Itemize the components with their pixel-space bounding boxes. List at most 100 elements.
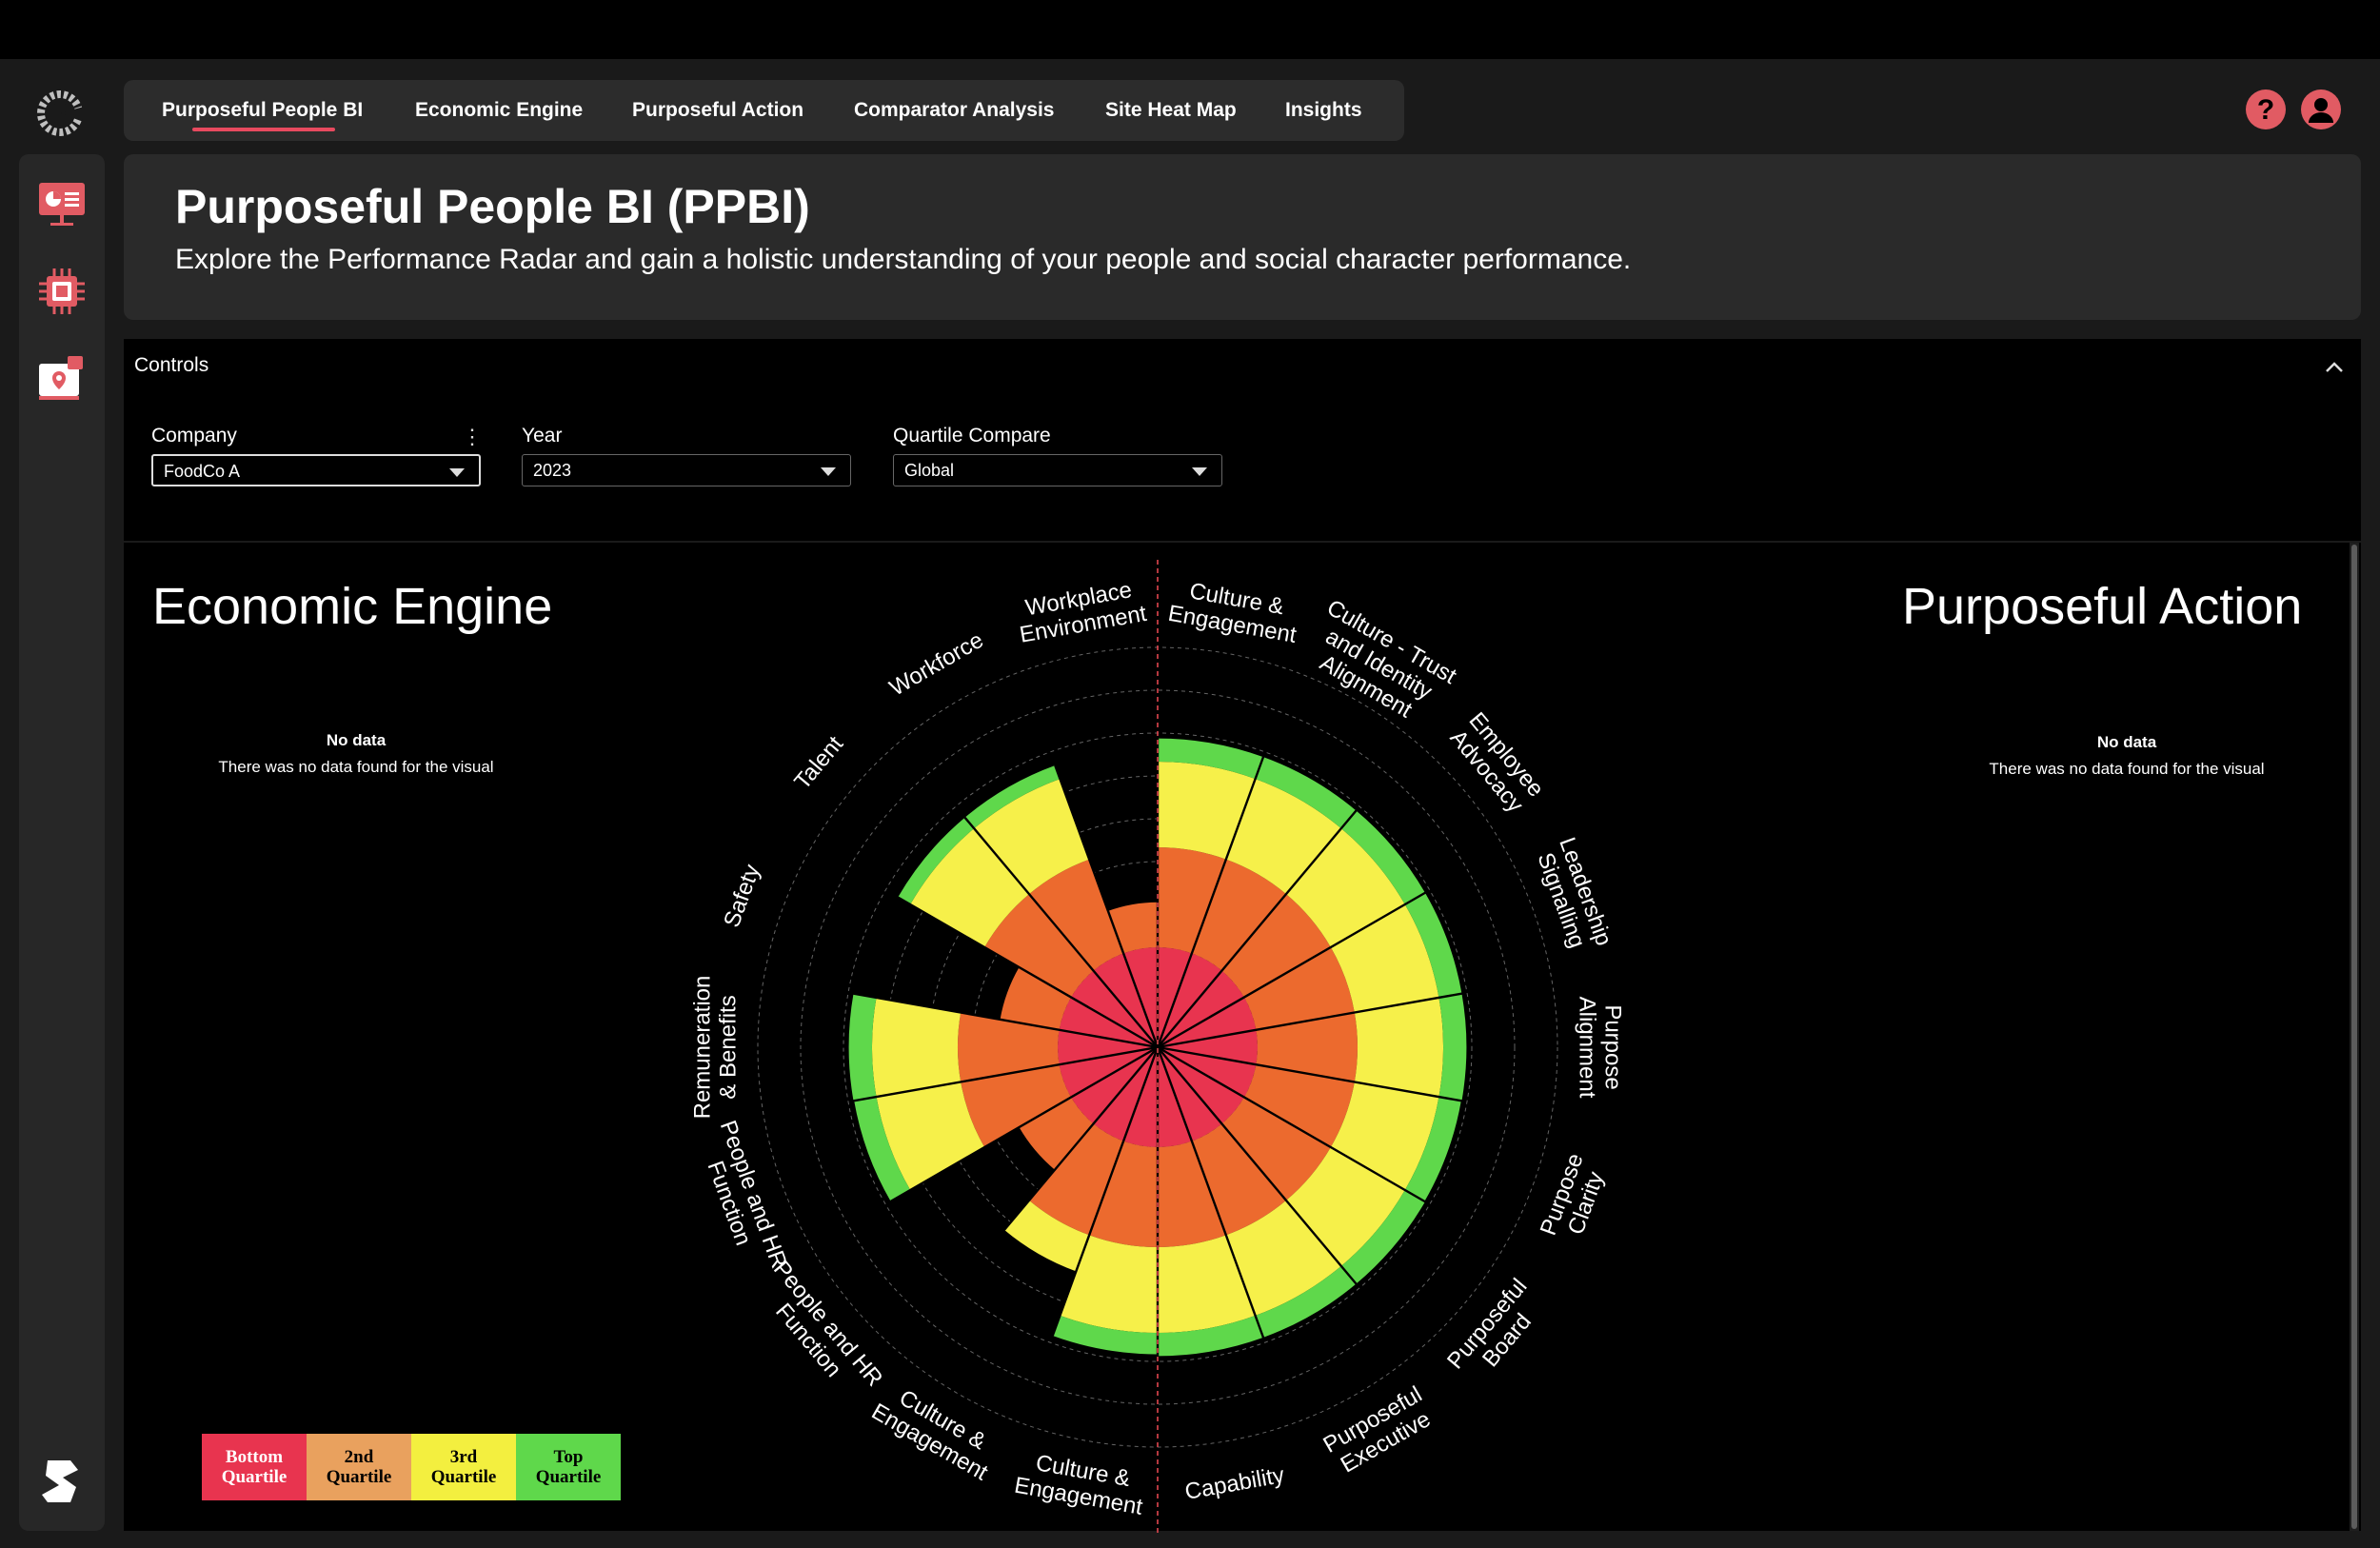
radar-bar-segment bbox=[876, 1082, 985, 1190]
radar-sector-divider bbox=[1156, 756, 1265, 1048]
radar-bar-segment bbox=[1029, 859, 1124, 971]
radar-bar-outline bbox=[847, 993, 854, 1101]
radar-axis-label: Talent bbox=[789, 731, 848, 795]
radar-axis-label: PurposefulExecutive bbox=[1319, 1381, 1439, 1480]
company-select[interactable]: FoodCo A bbox=[151, 454, 481, 486]
tab-purposeful-action[interactable]: Purposeful Action bbox=[632, 99, 804, 121]
help-icon[interactable]: ? bbox=[2246, 89, 2286, 129]
sidebar bbox=[19, 154, 105, 1531]
radar-sector-divider bbox=[1157, 1045, 1427, 1203]
legend-bottom-quartile: Bottom Quartile bbox=[202, 1434, 307, 1500]
svg-text:?: ? bbox=[2257, 94, 2274, 126]
performance-radar-chart: Culture &Engagement Culture - Trustand Id… bbox=[690, 560, 1626, 1533]
more-options-icon[interactable]: ⋮ bbox=[462, 425, 483, 448]
radar-bar-segment bbox=[1255, 756, 1357, 829]
radar-axis-label-line: Safety bbox=[719, 862, 765, 931]
radar-bar-segment bbox=[1158, 970, 1244, 1047]
radar-axis-label-line: Alignment bbox=[1575, 997, 1600, 1099]
radar-bar-outline bbox=[1461, 993, 1468, 1101]
brand-s-icon[interactable] bbox=[38, 1455, 86, 1508]
radar-bar-segment bbox=[1093, 1047, 1158, 1141]
radar-sector-divider bbox=[852, 1045, 1159, 1102]
radar-bar-segment bbox=[1354, 997, 1443, 1098]
radar-grid-ring bbox=[800, 689, 1516, 1405]
tab-purposeful-people-bi[interactable]: Purposeful People BI bbox=[162, 99, 364, 121]
header-card: Purposeful People BI (PPBI) Explore the … bbox=[124, 154, 2361, 320]
tab-site-heat-map[interactable]: Site Heat Map bbox=[1105, 99, 1237, 121]
purposeful-action-no-data: No data There was no data found for the … bbox=[1936, 729, 2317, 783]
year-label: Year bbox=[522, 425, 563, 447]
radar-bar-segment bbox=[1107, 902, 1158, 954]
radar-bar-segment bbox=[1071, 970, 1158, 1047]
radar-sector-divider bbox=[1157, 809, 1358, 1048]
radar-sector-divider bbox=[963, 816, 1159, 1048]
radar-sector-divider bbox=[852, 992, 1159, 1049]
radar-bar-segment bbox=[1058, 1029, 1158, 1065]
radar-bar-segment bbox=[1089, 1141, 1158, 1247]
no-data-title: No data bbox=[326, 731, 387, 749]
legend-label-line1: Top bbox=[553, 1447, 584, 1467]
radar-axis-label-line: Remuneration bbox=[690, 976, 716, 1120]
radar-sector-divider bbox=[1051, 1046, 1160, 1337]
quartile-legend: Bottom Quartile 2nd Quartile 3rd Quartile T… bbox=[202, 1434, 621, 1500]
radar-bar-segment bbox=[898, 817, 975, 904]
legend-label-line2: Quartile bbox=[326, 1467, 392, 1487]
radar-bar-segment bbox=[1221, 1097, 1331, 1201]
scrollbar-thumb[interactable] bbox=[2351, 545, 2357, 1529]
processor-chip-icon[interactable] bbox=[35, 265, 89, 318]
radar-bar-segment bbox=[1191, 1123, 1286, 1236]
legend-2nd-quartile: 2nd Quartile bbox=[307, 1434, 411, 1500]
no-data-message: There was no data found for the visual bbox=[1989, 760, 2265, 778]
tab-comparator-analysis[interactable]: Comparator Analysis bbox=[854, 99, 1055, 121]
radar-axis-label: WorkplaceEnvironment bbox=[1013, 575, 1148, 648]
tab-insights[interactable]: Insights bbox=[1285, 99, 1362, 121]
controls-title[interactable]: Controls bbox=[134, 354, 209, 376]
radar-axis-label: PurposeClarity bbox=[1536, 1150, 1613, 1247]
radar-bar-segment bbox=[1191, 859, 1286, 971]
quartile-compare-label: Quartile Compare bbox=[893, 425, 1051, 447]
radar-sector-divider bbox=[1157, 891, 1427, 1049]
radar-axis-label: Culture &Engagement bbox=[1166, 575, 1303, 648]
radar-bar-outline bbox=[1262, 1283, 1358, 1339]
chevron-up-icon[interactable] bbox=[2323, 356, 2346, 379]
economic-engine-no-data: No data There was no data found for the … bbox=[166, 727, 546, 781]
tab-economic-engine[interactable]: Economic Engine bbox=[415, 99, 584, 121]
radar-axis-label: Culture - Trustand IdentityAlignment bbox=[1297, 595, 1460, 734]
app-logo[interactable] bbox=[30, 84, 89, 143]
radar-bar-segment bbox=[1225, 779, 1341, 895]
radar-axis-label: Capability bbox=[1183, 1462, 1286, 1505]
radar-bar-segment bbox=[910, 828, 1030, 947]
company-value: FoodCo A bbox=[164, 462, 241, 481]
page-title: Purposeful People BI (PPBI) bbox=[175, 180, 810, 233]
legend-top-quartile: Top Quartile bbox=[516, 1434, 621, 1500]
user-account-icon[interactable] bbox=[2301, 89, 2341, 129]
radar-bar-segment bbox=[1330, 904, 1439, 1013]
radar-axis-label-line: Purpose bbox=[1600, 1004, 1626, 1089]
radar-bar-segment bbox=[1225, 1200, 1341, 1316]
quartile-compare-value: Global bbox=[904, 461, 955, 480]
legend-label-line2: Quartile bbox=[535, 1467, 602, 1487]
radar-axis-label: Culture &Engagement bbox=[1012, 1447, 1149, 1520]
radar-bar-outline bbox=[1356, 1201, 1426, 1285]
economic-engine-title: Economic Engine bbox=[152, 578, 553, 635]
radar-bar-segment bbox=[848, 993, 877, 1101]
page-subtitle: Explore the Performance Radar and gain a… bbox=[175, 244, 1632, 275]
radar-bar-segment bbox=[1158, 847, 1226, 954]
radar-bar-segment bbox=[1003, 1200, 1090, 1272]
radar-bar-outline bbox=[1157, 737, 1264, 758]
radar-bar-segment bbox=[1158, 1047, 1257, 1098]
map-pin-board-icon[interactable] bbox=[35, 352, 89, 406]
radar-bar-segment bbox=[1059, 1047, 1158, 1098]
radar-bar-outline bbox=[1356, 809, 1426, 893]
radar-bar-segment bbox=[961, 1064, 1072, 1147]
presentation-chart-icon[interactable] bbox=[35, 177, 89, 230]
year-select[interactable]: 2023 bbox=[522, 454, 851, 486]
radar-bar-segment bbox=[1330, 1082, 1439, 1190]
no-data-title: No data bbox=[2096, 733, 2157, 751]
radar-sector-divider bbox=[1003, 1046, 1159, 1231]
radar-bar-segment bbox=[958, 1012, 1060, 1082]
radar-axis-label: Remuneration& Benefits bbox=[690, 976, 742, 1120]
radar-bar-segment bbox=[974, 779, 1090, 895]
quartile-compare-select[interactable]: Global bbox=[893, 454, 1222, 486]
radar-bar-segment bbox=[1404, 1097, 1461, 1201]
